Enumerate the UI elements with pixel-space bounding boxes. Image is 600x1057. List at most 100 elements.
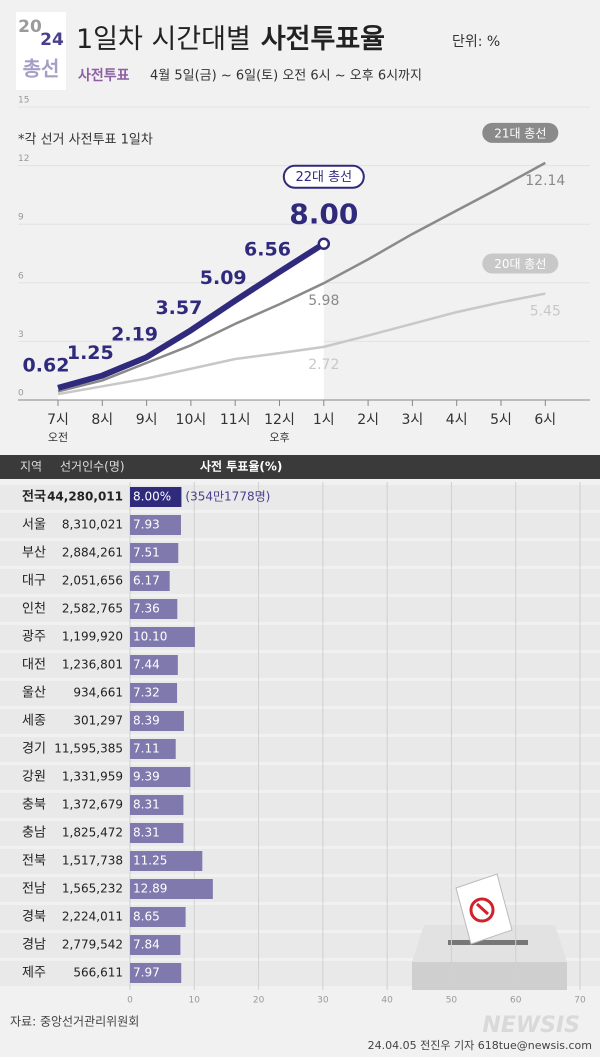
subtitle-tag: 사전투표: [78, 67, 130, 84]
x-tick-label: 10: [189, 996, 201, 1006]
region: 경남: [22, 938, 46, 953]
end-dot: [317, 237, 331, 250]
region: 전국: [22, 489, 46, 505]
electors: 934,661: [73, 686, 123, 700]
bar-label: 7.44: [133, 658, 160, 672]
bar: [130, 711, 184, 731]
x-tick-label: 60: [510, 996, 522, 1006]
region: 전남: [22, 882, 46, 897]
badge-year-bottom: 24: [40, 30, 64, 50]
series-name: 21대 총선: [494, 126, 546, 140]
total-note: (354만1778명): [185, 490, 270, 504]
series-name-box: [482, 253, 559, 274]
series-name-box: [482, 122, 559, 143]
x-tick-label: 40: [381, 996, 393, 1006]
x-tick-label: 2시: [357, 412, 379, 428]
bar-label: 8.39: [133, 714, 160, 728]
x-tick-label: 4시: [446, 412, 468, 428]
region: 경기: [22, 742, 46, 757]
data-label: 2.19: [111, 324, 158, 346]
row-bg: [0, 625, 600, 650]
row-bg: [0, 513, 600, 538]
y-tick-label: 3: [18, 330, 24, 340]
region: 경북: [22, 910, 46, 925]
x-tick-label: 5시: [490, 412, 512, 428]
region: 대전: [22, 658, 46, 673]
row-bg: [0, 709, 600, 734]
x-tick-label: 10시: [176, 412, 207, 428]
x-tick-label: 0: [127, 996, 133, 1006]
title-bold: 사전투표율: [261, 24, 385, 55]
column-header: 지역: [20, 460, 42, 474]
ballot-slot: [448, 940, 528, 945]
electors: 1,825,472: [62, 826, 123, 840]
data-label: 12.14: [525, 173, 565, 189]
electors: 2,779,542: [62, 938, 123, 952]
row-bg: [0, 541, 600, 566]
x-tick-label: 70: [574, 996, 586, 1006]
row-bg: [0, 653, 600, 678]
row-bg: [0, 793, 600, 818]
logo: NEWSIS: [482, 1013, 580, 1038]
bar-label: 8.65: [133, 910, 160, 924]
bar: [130, 851, 203, 871]
badge-box: [16, 12, 66, 90]
row-bg: [0, 485, 600, 510]
bar-label: 11.25: [133, 854, 167, 868]
area-fill: [58, 243, 324, 400]
bar: [130, 879, 213, 899]
bar: [130, 655, 178, 675]
bar: [130, 739, 176, 759]
x-tick-label: 3시: [402, 412, 424, 428]
row-bg: [0, 681, 600, 706]
y-tick-label: 6: [18, 271, 24, 281]
bar: [130, 963, 182, 983]
bar-label: 7.36: [133, 602, 160, 616]
bar-label: 8.31: [133, 798, 160, 812]
electors: 1,517,738: [62, 854, 123, 868]
region: 충북: [22, 798, 46, 813]
region: 서울: [22, 518, 46, 533]
electors: 8,310,021: [62, 518, 123, 532]
data-label: 6.56: [244, 238, 291, 260]
bar-label: 6.17: [133, 574, 160, 588]
electors: 2,224,011: [62, 910, 123, 924]
electors: 1,565,232: [62, 882, 123, 896]
bar-label: 7.32: [133, 686, 160, 700]
data-label: 2.72: [308, 357, 339, 373]
series-name: 22대 총선: [296, 170, 353, 185]
region: 전북: [22, 854, 46, 869]
bar: [130, 823, 184, 843]
electors: 2,051,656: [62, 574, 123, 588]
row-bg: [0, 849, 600, 874]
x-tick-label: 12시: [264, 412, 295, 428]
data-label: 5.09: [200, 267, 247, 289]
region: 제주: [22, 966, 46, 981]
source: 자료: 중앙선거관리위원회: [10, 1015, 139, 1029]
row-bg: [0, 597, 600, 622]
column-header: 선거인수(명): [60, 460, 125, 474]
bar-label: 9.39: [133, 770, 160, 784]
x-tick-label: 6시: [534, 412, 556, 428]
row-bg: [0, 569, 600, 594]
electors: 1,236,801: [62, 658, 123, 672]
bar: [130, 767, 191, 787]
series-name: 20대 총선: [494, 257, 546, 271]
bar: [130, 571, 170, 591]
data-label: 0.62: [23, 354, 70, 376]
row-bg: [0, 765, 600, 790]
chart-note: *각 선거 사전투표 1일차: [18, 133, 153, 148]
subtitle: 4월 5일(금) ~ 6일(토) 오전 6시 ~ 오후 6시까지: [150, 69, 422, 84]
badge-label: 총선: [23, 57, 60, 81]
y-tick-label: 0: [18, 389, 24, 399]
x-tick-label: 1시: [313, 412, 335, 428]
table-header-bar: [0, 455, 600, 479]
y-tick-label: 12: [18, 154, 29, 164]
electors: 301,297: [73, 714, 123, 728]
electors: 2,884,261: [62, 546, 123, 560]
ballot-box-front: [412, 962, 567, 990]
chart-title: 1일차 시간대별 사전투표율: [76, 24, 385, 55]
y-tick-label: 9: [18, 213, 24, 223]
bar: [130, 907, 186, 927]
